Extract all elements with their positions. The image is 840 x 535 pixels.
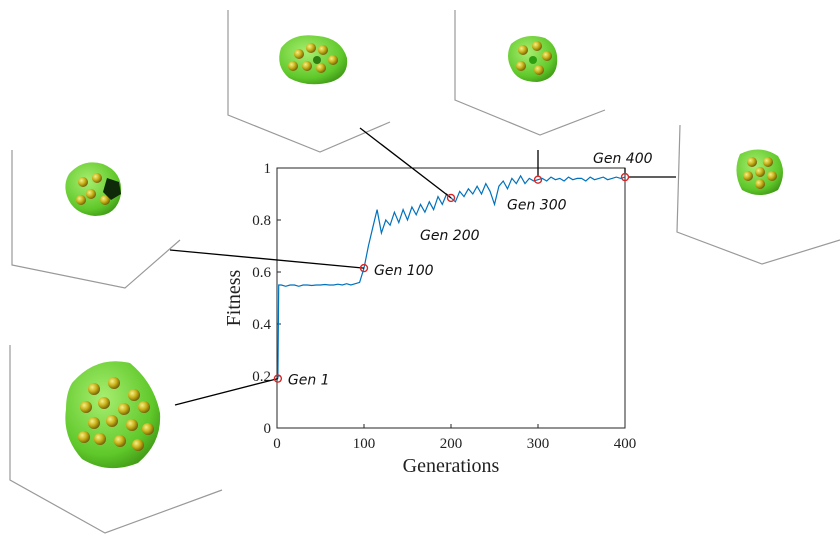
highlight-label: Gen 400: [593, 151, 653, 167]
highlight-label: Gen 200: [420, 228, 480, 244]
cluster-images: [65, 35, 783, 468]
y-tick-label: 0: [264, 421, 272, 437]
figure: Generations Fitness 00.20.40.60.81010020…: [0, 0, 840, 535]
y-tick-label: 0.6: [252, 265, 271, 281]
y-tick-label: 0.4: [252, 317, 271, 333]
plot-frame: [277, 168, 625, 428]
x-tick-label: 200: [440, 436, 463, 452]
leader-line: [175, 379, 278, 405]
leader-line: [360, 128, 451, 198]
x-tick-label: 400: [614, 436, 637, 452]
x-tick-label: 300: [527, 436, 550, 452]
highlight-label: Gen 300: [507, 198, 567, 214]
x-axis-label: Generations: [403, 455, 500, 477]
y-tick-label: 1: [264, 161, 272, 177]
y-axis-label: Fitness: [223, 269, 245, 326]
x-tick-label: 0: [273, 436, 281, 452]
highlight-label: Gen 1: [288, 373, 330, 389]
y-tick-label: 0.8: [252, 213, 271, 229]
highlight-label: Gen 100: [374, 263, 434, 279]
fitness-line: [278, 176, 625, 379]
x-tick-label: 100: [353, 436, 376, 452]
